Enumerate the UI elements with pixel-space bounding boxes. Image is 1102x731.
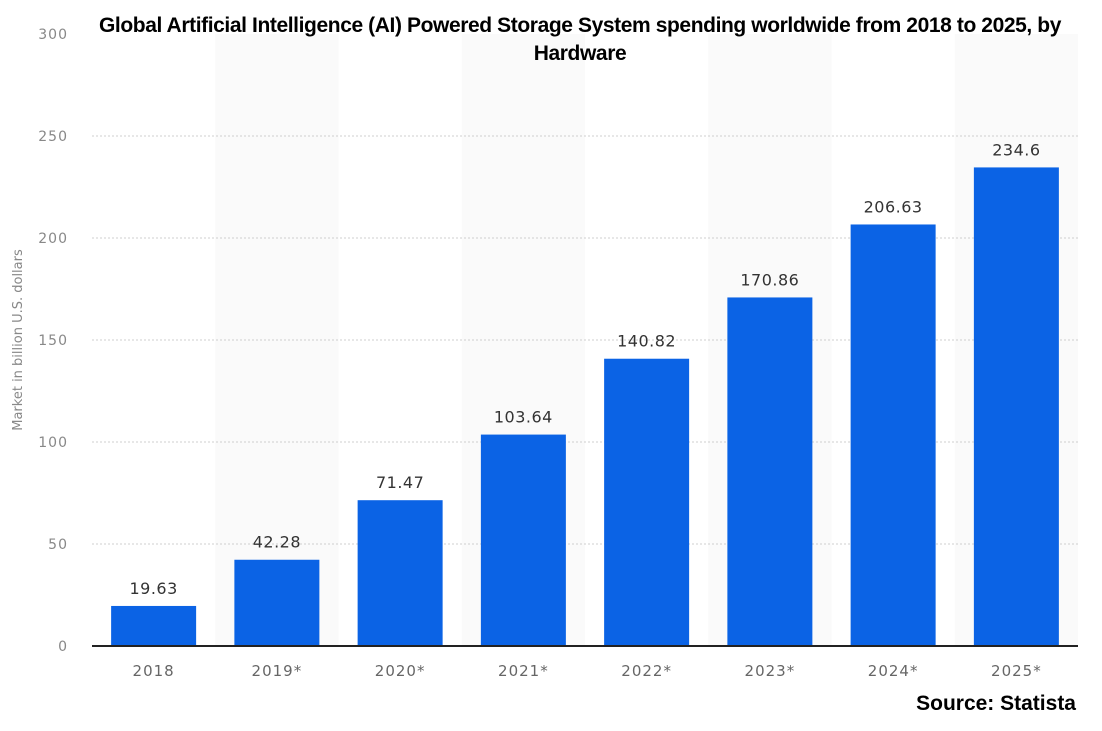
x-tick-label: 2023* — [745, 662, 796, 680]
x-tick-label: 2022* — [621, 662, 672, 680]
y-tick-label: 200 — [38, 231, 68, 247]
y-tick-label: 300 — [38, 27, 68, 43]
data-label: 71.47 — [376, 473, 424, 492]
data-label: 206.63 — [864, 197, 923, 216]
y-tick-label: 150 — [38, 333, 68, 349]
bar — [111, 605, 197, 646]
data-label: 140.82 — [617, 332, 676, 351]
data-label: 103.64 — [494, 408, 553, 427]
source-note: Source: Statista — [916, 692, 1076, 715]
x-tick-label: 2020* — [375, 662, 426, 680]
bar — [727, 297, 813, 646]
x-tick-label: 2024* — [868, 662, 919, 680]
x-tick-label: 2018 — [133, 662, 175, 680]
y-tick-label: 100 — [38, 435, 68, 451]
data-label: 170.86 — [740, 270, 799, 289]
bar — [850, 224, 936, 646]
y-axis-label: Market in billion U.S. dollars — [11, 249, 26, 431]
bar — [604, 358, 690, 646]
bar — [480, 434, 566, 646]
bar — [234, 559, 320, 646]
x-tick-label: 2021* — [498, 662, 549, 680]
bar — [973, 167, 1059, 646]
data-label: 234.6 — [992, 140, 1040, 159]
data-label: 42.28 — [253, 533, 301, 552]
x-tick-label: 2019* — [252, 662, 303, 680]
chart-title: Global Artificial Intelligence (AI) Powe… — [98, 14, 1062, 65]
bar — [357, 500, 443, 646]
y-tick-label: 0 — [58, 639, 68, 655]
data-label: 19.63 — [129, 579, 177, 598]
y-tick-label: 250 — [38, 129, 68, 145]
x-tick-label: 2025* — [991, 662, 1042, 680]
y-tick-label: 50 — [48, 537, 68, 553]
